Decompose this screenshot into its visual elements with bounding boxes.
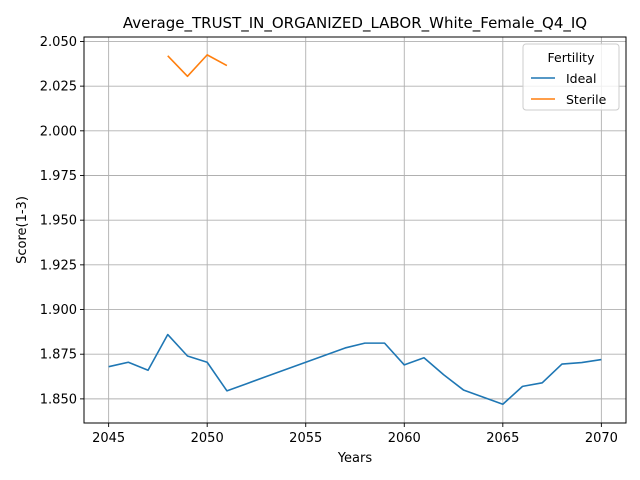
legend-label-sterile: Sterile <box>566 92 607 107</box>
x-tick-label: 2045 <box>92 431 125 446</box>
legend: Fertility Ideal Sterile <box>522 43 620 111</box>
y-tick-label: 1.925 <box>40 258 77 273</box>
chart-title: Average_TRUST_IN_ORGANIZED_LABOR_White_F… <box>123 14 587 33</box>
series-line-sterile <box>167 54 228 78</box>
x-axis-label: Years <box>337 451 373 466</box>
y-tick-label: 1.900 <box>40 303 77 318</box>
x-tick-label: 2065 <box>486 431 519 446</box>
legend-box <box>522 43 620 111</box>
x-tick-label: 2060 <box>388 431 421 446</box>
axis-ticks: 2045 2050 2055 2060 2065 2070 1.850 1.875 1.900 1… <box>40 35 618 446</box>
y-tick-label: 1.875 <box>40 348 77 363</box>
series-lines <box>108 54 602 406</box>
legend-label-ideal: Ideal <box>566 71 596 86</box>
y-tick-label: 1.975 <box>40 169 77 184</box>
plot-area-frame <box>83 36 627 424</box>
x-tick-label: 2050 <box>191 431 224 446</box>
series-line-ideal <box>108 333 602 406</box>
x-tick-label: 2070 <box>585 431 618 446</box>
y-axis-label: Score(1-3) <box>15 196 30 264</box>
y-tick-label: 2.000 <box>40 124 77 139</box>
y-tick-label: 1.950 <box>40 214 77 229</box>
y-tick-label: 1.850 <box>40 392 77 407</box>
y-tick-label: 2.025 <box>40 80 77 95</box>
grid <box>84 37 626 423</box>
y-tick-label: 2.050 <box>40 35 77 50</box>
x-tick-label: 2055 <box>289 431 322 446</box>
legend-title: Fertility <box>548 50 596 65</box>
